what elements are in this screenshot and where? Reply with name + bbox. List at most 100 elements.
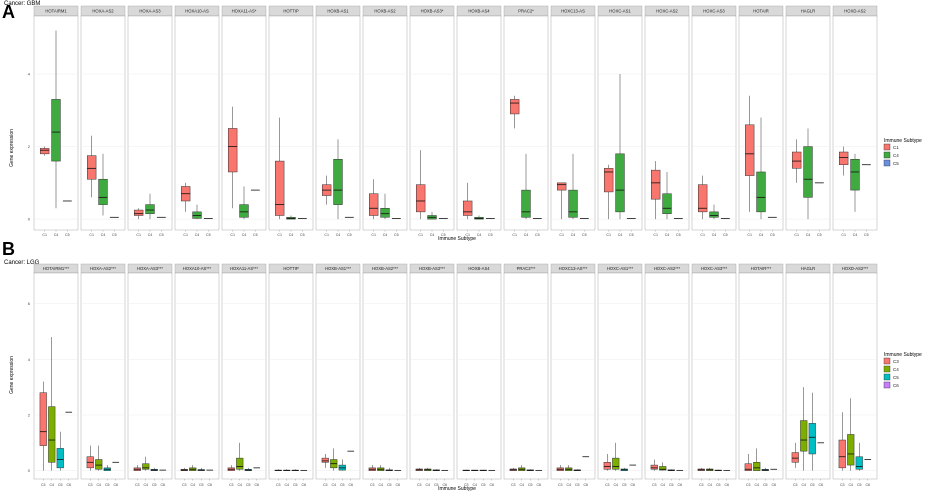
- x-tick-label-c5: C5: [716, 483, 721, 487]
- facet-hoxc13-as: HOXC13-AS C1 C4 C5: [550, 5, 596, 237]
- box-hoxb-as1-c5: [338, 459, 346, 471]
- panel-b-legend-title: Immune Subtype: [884, 352, 922, 358]
- x-tick-label-c3: C3: [182, 483, 187, 487]
- x-tick-label-c5: C5: [528, 483, 533, 487]
- facet-hoxc-as3: HOXC-AS3 C1 C4 C5: [691, 5, 737, 237]
- box-prac2-c1: [509, 95, 520, 129]
- box-haglr-c5: [808, 392, 816, 471]
- box-body: [239, 204, 249, 218]
- box-hoxc-as2-c5: [667, 469, 675, 471]
- x-tick-label-c5: C5: [622, 483, 627, 487]
- facet-strip-label-hottip: HOTTIP: [283, 266, 299, 271]
- y-tick-label-b-3: 6: [28, 301, 31, 306]
- x-tick-label-c4: C4: [613, 483, 618, 487]
- facet-panel-hoxb-as2: [362, 272, 408, 480]
- facet-panel-hotair: [738, 272, 784, 480]
- box-body: [521, 189, 531, 218]
- box-body: [756, 171, 766, 213]
- x-tick-label-c3: C3: [840, 483, 845, 487]
- box-hoxb-as1-c3: [321, 453, 329, 468]
- x-tick-label-c4: C4: [284, 483, 289, 487]
- x-tick-label-c6: C6: [583, 483, 588, 487]
- box-hoxb-as3-c5: [432, 469, 440, 471]
- box-hoxc-as3-c4: [706, 467, 714, 471]
- x-tick-label-c5: C5: [857, 483, 862, 487]
- box-haglr-c1: [791, 139, 802, 183]
- box-body: [556, 182, 567, 191]
- box-hotairm1-c4: [51, 30, 61, 209]
- x-tick-label-c5: C5: [434, 483, 439, 487]
- x-tick-label-c5: C5: [65, 233, 70, 237]
- box-hoxa11-as-c4: [236, 442, 244, 471]
- box-hoxa11-as-c1: [227, 106, 238, 209]
- facet-strip-label-hoxa-as3: HOXA-AS3***: [137, 266, 163, 271]
- box-hoxa-as3-c3: [133, 465, 141, 471]
- x-tick-label-c6: C6: [348, 483, 353, 487]
- box-hoxc13-as-c4: [565, 465, 573, 471]
- x-tick-label-c3: C3: [793, 483, 798, 487]
- facet-panel-hotairm1: [33, 272, 79, 480]
- x-tick-label-c6: C6: [771, 483, 776, 487]
- x-tick-label-c4: C4: [660, 483, 665, 487]
- x-tick-label-c3: C3: [746, 483, 751, 487]
- x-tick-label-c6: C6: [489, 483, 494, 487]
- x-tick-label-c5: C5: [58, 483, 63, 487]
- box-body: [753, 462, 761, 471]
- box-body: [51, 99, 61, 162]
- box-body: [838, 439, 846, 469]
- x-tick-label-c4: C4: [801, 483, 806, 487]
- legend-swatch-c6: [883, 381, 891, 389]
- box-body: [236, 457, 244, 470]
- box-haglr-c4: [803, 128, 813, 220]
- legend-label-c5: C5: [893, 375, 899, 380]
- facet-hoxd-as2: HOXD-AS2 C1 C4 C5: [832, 5, 878, 237]
- box-hoxb-as1-c4: [333, 139, 343, 220]
- facet-hoxc13-as: HOXC13-AS*** C3 C4 C5 C6: [550, 263, 596, 487]
- box-body: [791, 452, 799, 463]
- legend-swatch-c4: [883, 151, 891, 159]
- facet-panel-hoxb-as4: [456, 15, 502, 231]
- facet-panel-hoxc-as1: [597, 272, 643, 480]
- x-tick-label-c4: C4: [806, 233, 811, 237]
- box-hoxa-as2-c4: [95, 445, 103, 471]
- box-body: [133, 209, 144, 216]
- box-hoxb-as4-c1: [462, 182, 473, 220]
- box-hoxc-as3-c4: [709, 204, 719, 220]
- facet-hoxd-as2: HOXD-AS2*** C3 C4 C5 C6: [832, 263, 878, 487]
- box-hotairm1-c1: [39, 146, 50, 156]
- y-tick-label-a-1: 2: [28, 144, 31, 149]
- box-hoxc13-as-c1: [556, 182, 567, 220]
- x-tick-label-c6: C6: [677, 483, 682, 487]
- facet-panel-hoxa10-as: [174, 272, 220, 480]
- facet-strip-label-hoxc-as3: HOXC-AS3: [703, 9, 725, 14]
- x-tick-label-c4: C4: [848, 483, 853, 487]
- legend-label-c3: C3: [893, 359, 899, 364]
- box-hoxa-as3-c1: [133, 208, 144, 220]
- facet-panel-hoxa11-as: [221, 272, 267, 480]
- panel-a-ylabel: Gene expression: [9, 129, 15, 167]
- box-hoxc-as1-c3: [603, 453, 611, 471]
- x-tick-label-c5: C5: [246, 483, 251, 487]
- box-hoxc-as1-c1: [603, 164, 614, 220]
- facet-strip-label-hoxa10-as: HOXA10-AS***: [183, 266, 212, 271]
- x-tick-label-c3: C3: [511, 483, 516, 487]
- facet-hotairm1: HOTAIRM1*** C3 C4 C5 C6: [33, 263, 79, 487]
- panel-b-xlabel: Immune Subtype: [438, 486, 476, 492]
- box-hoxa11-as-c4: [239, 186, 249, 220]
- panel-a-facets: 0 2 4 HOTAIRM1 C1 C4 C5 HOXA-AS2 C1 C4 C5 HOXA-AS3 C…: [28, 5, 878, 237]
- panel-a-letter: A: [2, 2, 15, 22]
- x-tick-label-c4: C4: [289, 233, 294, 237]
- x-tick-label-c1: C1: [324, 233, 329, 237]
- facet-strip-label-hoxa-as2: HOXA-AS2: [92, 9, 114, 14]
- box-hotairm1-c3: [39, 381, 47, 471]
- x-tick-label-c4: C4: [242, 233, 247, 237]
- box-hottip-c4: [283, 469, 291, 471]
- box-hoxd-as2-c1: [838, 146, 849, 176]
- box-hoxb-as3-c3: [415, 467, 423, 471]
- facet-panel-hoxb-as3: [409, 272, 455, 480]
- x-tick-label-c1: C1: [183, 233, 188, 237]
- box-body: [95, 459, 103, 470]
- box-hoxa11-as-c5: [244, 467, 252, 471]
- facet-strip-label-prac2: PRAC2*: [518, 9, 534, 14]
